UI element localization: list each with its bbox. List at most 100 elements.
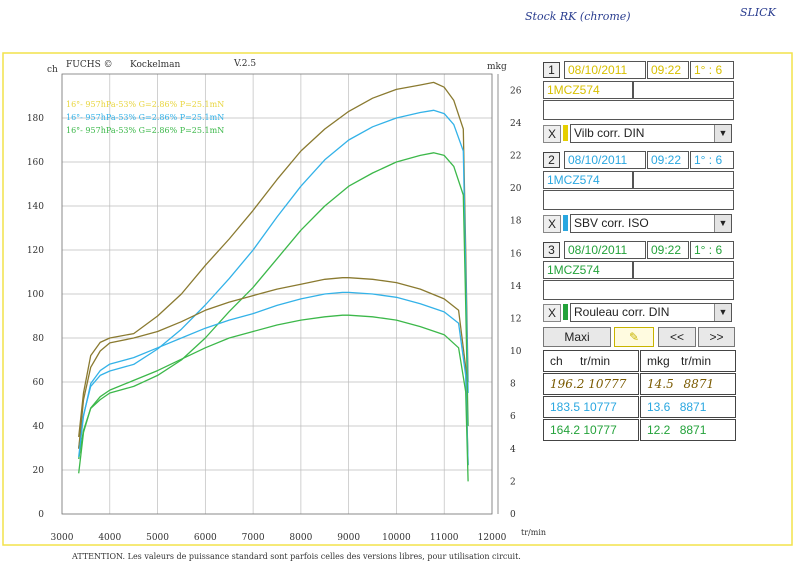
- run-plate-2: 1MCZ574: [543, 171, 633, 189]
- correction-select-1[interactable]: Vilb corr. DIN ▼: [570, 124, 732, 143]
- y2-tick-label: 14: [510, 282, 522, 292]
- footer-disclaimer: ATTENTION. Les valeurs de puissance stan…: [72, 552, 521, 561]
- table-row: 164.2 10777: [543, 419, 639, 441]
- y-tick-label: 140: [27, 202, 44, 212]
- page-border: [2, 52, 793, 546]
- y2-tick-label: 26: [510, 86, 522, 96]
- y2-tick-label: 16: [510, 249, 522, 259]
- y2-tick-label: 20: [510, 184, 522, 194]
- run-plate-extra-2: [633, 171, 734, 189]
- run-plate-extra-3: [633, 261, 734, 279]
- y-tick-label: 20: [33, 466, 45, 476]
- chevron-down-icon[interactable]: ▼: [714, 304, 731, 321]
- run-plate-3: 1MCZ574: [543, 261, 633, 279]
- row-3-power-rpm: 10777: [583, 423, 617, 437]
- run-number-2[interactable]: 2: [543, 152, 560, 168]
- run-plate-1: 1MCZ574: [543, 81, 633, 99]
- previous-button[interactable]: <<: [658, 327, 696, 347]
- run-time-2: 09:22: [647, 151, 689, 169]
- series-line-power-2: [78, 109, 469, 449]
- header-rpm-power: tr/min: [580, 354, 611, 368]
- legend-line-1: 16°- 957hPa-53% G=2.86% P=25.1mN: [66, 100, 224, 109]
- row-2-power-rpm: 10777: [583, 400, 617, 414]
- run-color-2: [563, 215, 568, 231]
- table-row: 12.2 8871: [640, 419, 736, 441]
- y2-tick-label: 18: [510, 217, 522, 227]
- run-notes-2: [543, 190, 734, 210]
- x-tick-label: 4000: [98, 533, 121, 543]
- chevron-down-icon[interactable]: ▼: [714, 215, 731, 232]
- header-mkg: mkg: [647, 354, 670, 368]
- run-ratio-1: 1° : 6: [690, 61, 734, 79]
- chevron-down-icon[interactable]: ▼: [714, 125, 731, 142]
- author-label: Kockelman: [130, 60, 180, 70]
- row-3-power: 164.2: [550, 423, 581, 437]
- correction-select-2[interactable]: SBV corr. ISO ▼: [570, 214, 732, 233]
- run-number-3[interactable]: 3: [543, 242, 560, 258]
- series-line-power-1: [78, 81, 469, 438]
- x-tick-label: 3000: [51, 533, 74, 543]
- correction-label-3: Rouleau corr. DIN: [574, 305, 670, 319]
- run-color-1: [563, 125, 568, 141]
- x-tick-label: 5000: [146, 533, 169, 543]
- run-time-3: 09:22: [647, 241, 689, 259]
- run-notes-1: [543, 100, 734, 120]
- left-axis-unit: ch: [47, 65, 58, 75]
- y2-tick-label: 6: [510, 412, 516, 422]
- close-run-2-button[interactable]: X: [543, 215, 561, 233]
- legend-line-2: 16°- 957hPa-53% G=2.86% P=25.1mN: [66, 113, 224, 122]
- correction-label-2: SBV corr. ISO: [574, 216, 649, 230]
- row-1-power: 196.2: [550, 377, 585, 391]
- maxi-button[interactable]: Maxi: [543, 327, 611, 347]
- row-2-power: 183.5: [550, 400, 581, 414]
- close-run-3-button[interactable]: X: [543, 304, 561, 322]
- legend-line-3: 16°- 957hPa-53% G=2.86% P=25.1mN: [66, 126, 224, 135]
- y2-tick-label: 22: [510, 151, 521, 161]
- y-tick-label: 160: [27, 158, 44, 168]
- row-1-power-rpm: 10777: [588, 377, 627, 391]
- next-button[interactable]: >>: [698, 327, 735, 347]
- y-tick-label: 180: [27, 114, 44, 124]
- y2-tick-label: 12: [510, 314, 521, 324]
- run-ratio-3: 1° : 6: [690, 241, 734, 259]
- y2-tick-label: 8: [510, 380, 516, 390]
- row-2-torque: 13.6: [647, 400, 671, 414]
- close-run-1-button[interactable]: X: [543, 125, 561, 143]
- table-row: 196.2 10777: [543, 373, 639, 395]
- x-tick-label: 8000: [289, 533, 312, 543]
- handwritten-note: Stock RK (chrome): [525, 10, 631, 23]
- run-notes-3: [543, 280, 734, 300]
- run-date-3: 08/10/2011: [564, 241, 646, 259]
- run-number-1[interactable]: 1: [543, 62, 560, 78]
- series-line-torque-3: [78, 314, 469, 482]
- x-axis-unit: tr/min: [521, 528, 546, 537]
- row-1-torque-rpm: 8871: [683, 377, 715, 391]
- y-tick-label: 80: [33, 334, 45, 344]
- table-row: 14.5 8871: [640, 373, 736, 395]
- x-tick-label: 11000: [430, 533, 459, 543]
- correction-label-1: Vilb corr. DIN: [574, 126, 645, 140]
- row-3-torque-rpm: 8871: [679, 423, 707, 437]
- correction-select-3[interactable]: Rouleau corr. DIN ▼: [570, 303, 732, 322]
- highlight-button[interactable]: ✎: [614, 327, 654, 347]
- y2-tick-label: 2: [510, 477, 516, 487]
- marker-icon: ✎: [628, 330, 640, 344]
- row-1-torque: 14.5: [647, 377, 674, 391]
- run-time-1: 09:22: [647, 61, 689, 79]
- y2-tick-label: 10: [510, 347, 522, 357]
- right-axis-unit: mkg: [487, 62, 507, 72]
- series-line-torque-1: [78, 277, 469, 466]
- plot-frame: [61, 73, 493, 515]
- y-tick-label: 0: [38, 510, 44, 520]
- version-label: V.2.5: [233, 59, 256, 69]
- series-line-torque-2: [78, 291, 469, 466]
- y2-tick-label: 4: [510, 445, 516, 455]
- run-color-3: [563, 304, 568, 320]
- row-3-torque: 12.2: [647, 423, 671, 437]
- x-tick-label: 7000: [242, 533, 265, 543]
- series-line-power-3: [78, 152, 469, 460]
- run-date-1: 08/10/2011: [564, 61, 646, 79]
- results-header-power: ch tr/min: [543, 350, 639, 372]
- x-tick-label: 6000: [194, 533, 217, 543]
